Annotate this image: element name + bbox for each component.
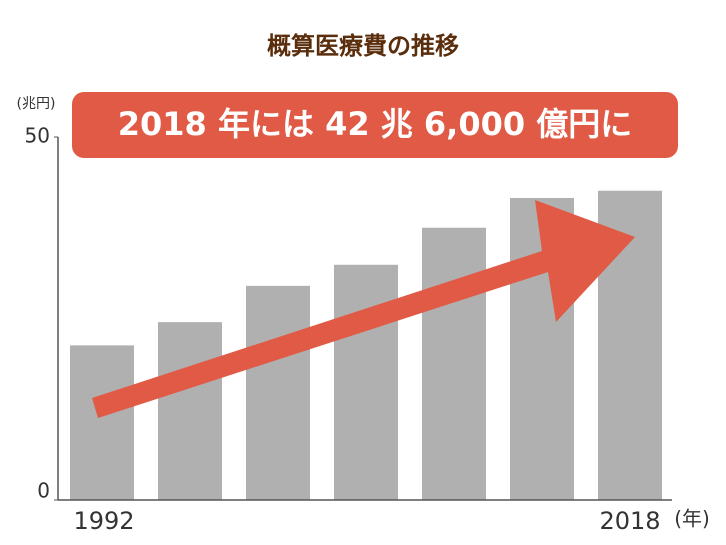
annotation: 2018 年には 42 兆 6,000 億円に <box>118 105 633 143</box>
trend-arrow <box>92 200 635 418</box>
x-tick-label: 2018 <box>599 507 660 535</box>
x-unit: (年) <box>674 507 710 531</box>
bar <box>246 285 310 500</box>
bar <box>334 264 398 500</box>
bar <box>70 345 134 500</box>
y-unit: (兆円) <box>17 96 56 112</box>
annotation-box <box>72 92 678 158</box>
y-tick-label: 0 <box>37 479 50 503</box>
y-tick-label: 50 <box>25 124 50 148</box>
chart-title: 概算医療費の推移 <box>267 32 459 60</box>
bar <box>158 322 222 500</box>
bar <box>422 227 486 500</box>
x-tick-label: 1992 <box>73 507 134 535</box>
